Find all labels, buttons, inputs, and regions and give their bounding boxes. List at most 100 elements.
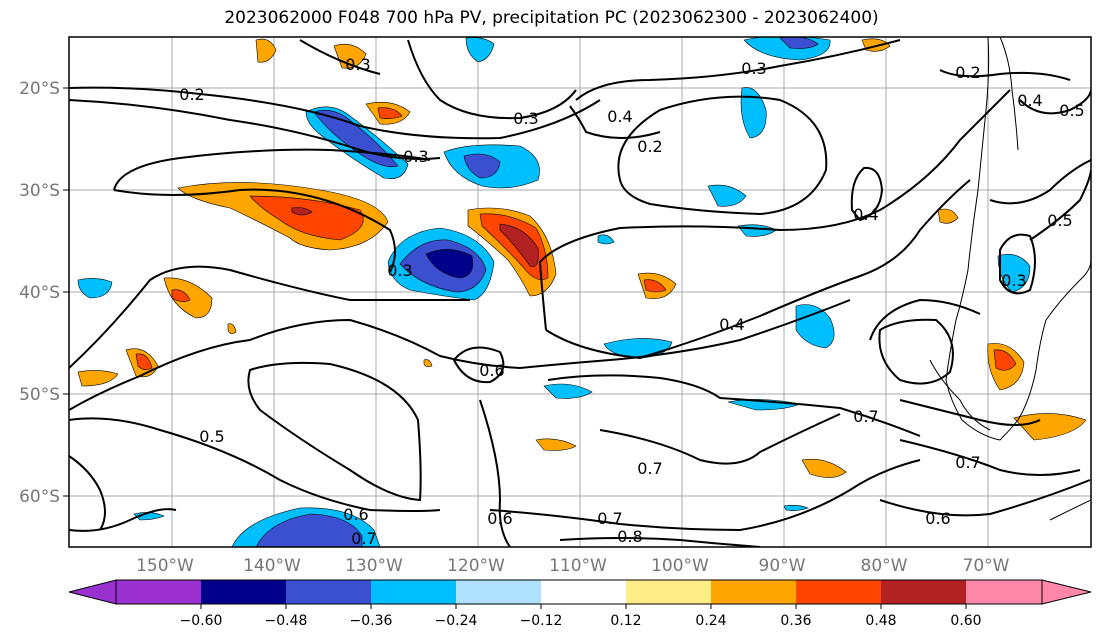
positive-anomaly-area bbox=[499, 223, 539, 267]
negative-anomaly-area bbox=[425, 249, 474, 279]
pv-contour-line bbox=[879, 479, 1091, 517]
colorbar: −0.60 −0.48 −0.36 −0.24 −0.12 0.12 0.24 … bbox=[68, 579, 1092, 629]
contour-label: 0.7 bbox=[597, 509, 622, 528]
coastline-south-america bbox=[945, 37, 1091, 441]
lon-label: 80°W bbox=[861, 556, 908, 576]
positive-anomaly-area bbox=[423, 359, 433, 367]
pv-contour-line bbox=[899, 439, 1081, 476]
colorbar-tick-label: 0.12 bbox=[610, 613, 641, 629]
lon-label: 70°W bbox=[963, 556, 1010, 576]
colorbar-tick-label: 0.24 bbox=[695, 613, 726, 629]
pv-contour-line bbox=[519, 299, 851, 369]
pv-contour-line bbox=[489, 459, 921, 532]
contour-label: 0.5 bbox=[199, 427, 224, 446]
lon-label: 100°W bbox=[651, 556, 709, 576]
pv-contour-line bbox=[1029, 169, 1091, 241]
lat-label: 40°S bbox=[19, 283, 60, 303]
pv-contour-line bbox=[869, 298, 981, 341]
lon-label: 150°W bbox=[136, 556, 194, 576]
lon-label: 90°W bbox=[759, 556, 806, 576]
pv-contour-line bbox=[559, 537, 761, 547]
contour-label: 0.3 bbox=[403, 147, 428, 166]
contour-label: 0.3 bbox=[387, 261, 412, 280]
negative-anomaly-area bbox=[783, 505, 809, 511]
pv-contour-line bbox=[599, 413, 841, 465]
colorbar-tick-label: −0.24 bbox=[435, 613, 478, 629]
pv-contour-line bbox=[479, 399, 511, 547]
contour-label: 0.8 bbox=[617, 527, 642, 546]
positive-anomaly-area bbox=[77, 370, 119, 387]
pv-contours bbox=[69, 39, 1091, 547]
contour-label: 0.7 bbox=[955, 453, 980, 472]
colorbar-tick-label: 0.36 bbox=[780, 613, 811, 629]
lat-label: 20°S bbox=[19, 79, 60, 99]
pv-contour-line bbox=[69, 455, 106, 531]
contour-label: 0.6 bbox=[479, 361, 504, 380]
pv-contour-line bbox=[1019, 89, 1091, 115]
negative-anomaly-area bbox=[255, 513, 363, 547]
contour-label: 0.6 bbox=[343, 505, 368, 524]
lat-label: 60°S bbox=[19, 487, 60, 507]
positive-anomaly-area bbox=[1013, 413, 1087, 441]
pv-contour-line bbox=[69, 318, 521, 411]
positive-anomaly-area bbox=[993, 349, 1017, 371]
contour-label: 0.4 bbox=[1017, 91, 1042, 110]
positive-anomaly-area bbox=[171, 289, 191, 302]
negative-anomaly-area bbox=[597, 234, 615, 245]
pv-contour-line bbox=[247, 361, 422, 502]
pv-contour-line bbox=[569, 105, 661, 139]
colorbar-extend-high bbox=[1041, 579, 1092, 605]
lon-label: 140°W bbox=[243, 556, 301, 576]
contour-label: 0.7 bbox=[853, 407, 878, 426]
contour-label: 0.2 bbox=[637, 137, 662, 156]
pv-contour-line bbox=[999, 233, 1036, 295]
map-title: 2023062000 F048 700 hPa PV, precipitatio… bbox=[224, 8, 879, 28]
lon-label: 120°W bbox=[447, 556, 505, 576]
colorbar-tick-label: 0.60 bbox=[950, 613, 981, 629]
positive-anomaly-area bbox=[255, 38, 277, 63]
colorbar-extend-low bbox=[68, 579, 117, 605]
contour-label: 0.3 bbox=[741, 59, 766, 78]
positive-anomaly-area bbox=[135, 353, 153, 370]
pv-contour-line bbox=[407, 39, 577, 120]
negative-anomaly-area bbox=[463, 153, 501, 179]
negative-anomaly-area bbox=[77, 278, 113, 299]
contour-label: 0.6 bbox=[487, 509, 512, 528]
contour-label: 0.7 bbox=[637, 459, 662, 478]
negative-anomaly-area bbox=[740, 87, 767, 139]
colorbar-segment bbox=[456, 580, 541, 604]
pv-contour-line bbox=[69, 508, 177, 532]
contour-label: 0.3 bbox=[513, 109, 538, 128]
positive-anomaly-area bbox=[377, 107, 403, 119]
positive-anomaly-area bbox=[249, 195, 364, 241]
colorbar-segment bbox=[201, 580, 286, 604]
pv-contour-line bbox=[452, 346, 505, 384]
colorbar-tick-label: −0.60 bbox=[180, 613, 223, 629]
colorbar-segment bbox=[286, 580, 371, 604]
lat-label: 50°S bbox=[19, 385, 60, 405]
contour-label: 0.2 bbox=[179, 85, 204, 104]
lat-ticks bbox=[63, 87, 69, 497]
negative-anomaly-area bbox=[779, 37, 819, 49]
pv-contour-line bbox=[69, 86, 601, 140]
contour-labels: 0.2 0.3 0.3 0.3 0.4 0.2 0.3 0.2 0.4 0.5 … bbox=[179, 55, 1084, 548]
contour-label: 0.3 bbox=[1001, 271, 1026, 290]
contour-label: 0.5 bbox=[1047, 211, 1072, 230]
contour-label: 0.3 bbox=[345, 55, 370, 74]
pv-contour-line bbox=[899, 399, 1041, 426]
negative-anomaly-area bbox=[465, 37, 495, 63]
colorbar-tick-label: −0.36 bbox=[350, 613, 393, 629]
colorbar-segment bbox=[371, 580, 456, 604]
pv-contour-line bbox=[538, 89, 1011, 331]
contour-label: 0.6 bbox=[925, 509, 950, 528]
positive-anomaly-area bbox=[535, 438, 577, 451]
negative-anomaly-area bbox=[543, 383, 593, 399]
contour-label: 0.7 bbox=[351, 529, 376, 548]
colorbar-segment bbox=[711, 580, 796, 604]
pv-contour-line bbox=[547, 374, 921, 437]
pv-contour-line bbox=[545, 179, 971, 360]
coastline bbox=[929, 37, 1091, 521]
contour-label: 0.2 bbox=[955, 63, 980, 82]
pv-contour-line bbox=[113, 188, 396, 273]
colorbar-segment bbox=[966, 580, 1042, 604]
